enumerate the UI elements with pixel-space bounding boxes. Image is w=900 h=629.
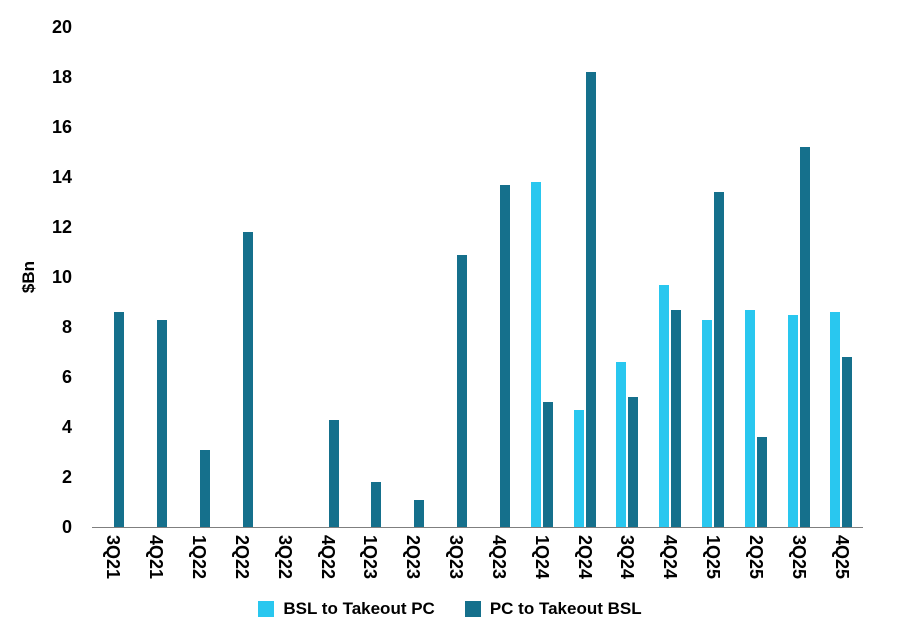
x-tick-label: 4Q25 xyxy=(831,535,852,580)
bar-groups xyxy=(92,27,863,527)
x-tick-label: 1Q22 xyxy=(189,535,210,580)
bar-group xyxy=(392,27,435,527)
x-tick-label: 3Q23 xyxy=(446,535,467,580)
x-tick-label: 2Q25 xyxy=(745,535,766,580)
bar-group xyxy=(178,27,221,527)
bar-pc-to-takeout-bsl xyxy=(414,499,425,527)
bar-pc-to-takeout-bsl xyxy=(542,402,553,527)
bar-pc-to-takeout-bsl xyxy=(242,232,253,527)
bar-group xyxy=(306,27,349,527)
x-tick-label: 3Q22 xyxy=(274,535,295,580)
bar-group xyxy=(349,27,392,527)
y-tick-label: 18 xyxy=(51,67,72,87)
bar-group xyxy=(777,27,820,527)
y-tick-label: 12 xyxy=(51,217,72,237)
y-tick-label: 8 xyxy=(61,317,72,337)
y-axis-tick-labels: 0 2 4 6 8 10 12 14 16 18 20 xyxy=(34,17,72,537)
bar-group xyxy=(692,27,735,527)
legend-item-bsl-to-takeout-pc: BSL to Takeout PC xyxy=(258,599,435,619)
y-tick-label: 14 xyxy=(51,167,72,187)
bar-group xyxy=(820,27,863,527)
x-tick-label: 1Q23 xyxy=(360,535,381,580)
plot-area xyxy=(92,27,863,528)
bar-pc-to-takeout-bsl xyxy=(585,72,596,527)
bar-bsl-to-takeout-pc xyxy=(702,319,712,527)
bar-group xyxy=(734,27,777,527)
y-tick-label: 4 xyxy=(61,417,72,437)
x-tick-label: 3Q24 xyxy=(617,535,638,580)
y-tick-label: 2 xyxy=(61,467,72,487)
bar-group xyxy=(263,27,306,527)
bar-pc-to-takeout-bsl xyxy=(499,184,510,527)
x-axis-tick-labels: 3Q21 4Q21 1Q22 2Q22 3Q22 4Q22 1Q23 2Q23 3Q23 4Q23… xyxy=(92,535,863,597)
bar-pc-to-takeout-bsl xyxy=(842,357,853,527)
bar-group xyxy=(477,27,520,527)
bar-pc-to-takeout-bsl xyxy=(200,449,211,527)
bar-pc-to-takeout-bsl xyxy=(714,192,724,527)
x-tick-label: 3Q21 xyxy=(103,535,124,580)
x-tick-label: 2Q24 xyxy=(574,535,595,580)
x-tick-label: 4Q22 xyxy=(317,535,338,580)
x-tick-label: 3Q25 xyxy=(788,535,809,580)
bar-bsl-to-takeout-pc xyxy=(530,182,541,527)
x-tick-label: 4Q23 xyxy=(488,535,509,580)
y-tick-label: 16 xyxy=(51,117,72,137)
bar-pc-to-takeout-bsl xyxy=(371,482,382,527)
bar-pc-to-takeout-bsl xyxy=(799,147,810,527)
bar-group xyxy=(135,27,178,527)
legend-swatch-pc-to-takeout-bsl xyxy=(464,601,481,617)
bar-pc-to-takeout-bsl xyxy=(328,419,339,527)
bar-group xyxy=(649,27,692,527)
bar-group xyxy=(92,27,135,527)
y-tick-label: 0 xyxy=(61,517,72,537)
bar-pc-to-takeout-bsl xyxy=(628,397,639,527)
bar-pc-to-takeout-bsl xyxy=(157,319,168,527)
y-tick-label: 20 xyxy=(51,17,72,37)
bar-group xyxy=(520,27,563,527)
y-tick-label: 10 xyxy=(51,267,72,287)
y-tick-label: 6 xyxy=(61,367,72,387)
bar-bsl-to-takeout-pc xyxy=(830,312,841,527)
legend-swatch-bsl-to-takeout-pc xyxy=(258,601,275,617)
bar-pc-to-takeout-bsl xyxy=(457,254,468,527)
x-tick-label: 1Q25 xyxy=(703,535,724,580)
bar-group xyxy=(606,27,649,527)
bar-pc-to-takeout-bsl xyxy=(671,309,682,527)
bar-bsl-to-takeout-pc xyxy=(573,409,584,527)
bar-bsl-to-takeout-pc xyxy=(787,314,798,527)
x-tick-label: 1Q24 xyxy=(531,535,552,580)
bar-pc-to-takeout-bsl xyxy=(756,437,767,527)
bar-bsl-to-takeout-pc xyxy=(744,309,755,527)
bar-bsl-to-takeout-pc xyxy=(616,362,627,527)
bar-pc-to-takeout-bsl xyxy=(114,312,125,527)
x-tick-label: 2Q22 xyxy=(231,535,252,580)
x-tick-label: 4Q21 xyxy=(146,535,167,580)
legend-label-bsl-to-takeout-pc: BSL to Takeout PC xyxy=(283,599,435,618)
x-tick-label: 2Q23 xyxy=(403,535,424,580)
legend-item-pc-to-takeout-bsl: PC to Takeout BSL xyxy=(464,599,642,619)
x-tick-label: 4Q24 xyxy=(660,535,681,580)
bar-group xyxy=(563,27,606,527)
legend-label-pc-to-takeout-bsl: PC to Takeout BSL xyxy=(489,599,642,618)
legend: BSL to Takeout PC PC to Takeout BSL xyxy=(0,599,900,619)
bar-group xyxy=(220,27,263,527)
bar-bsl-to-takeout-pc xyxy=(659,284,670,527)
bar-group xyxy=(435,27,478,527)
